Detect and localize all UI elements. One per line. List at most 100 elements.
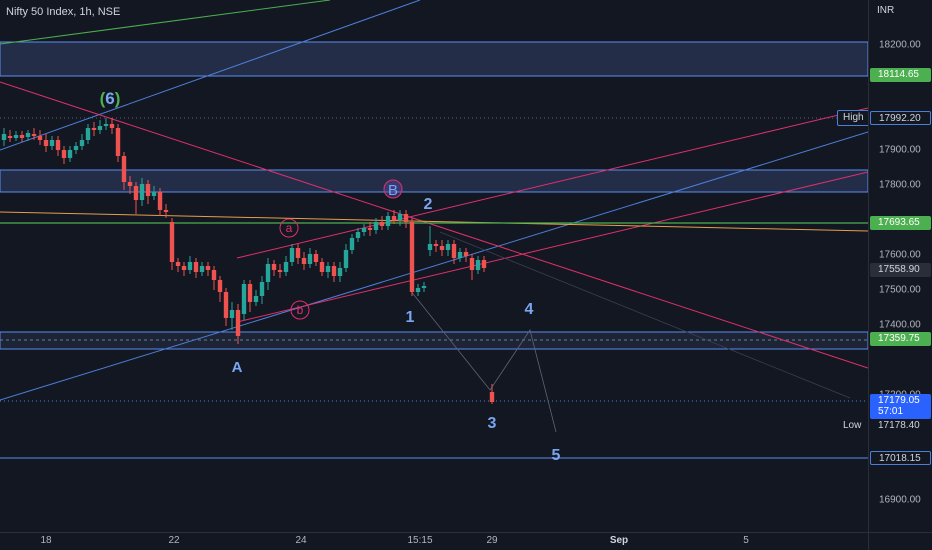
price-tick: 17900.00 [879, 144, 921, 156]
chart-title: Nifty 50 Index, 1h, NSE [6, 6, 121, 18]
candle-body [55, 140, 61, 150]
candle-body [481, 260, 487, 268]
green-line-price-label: 17693.65 [870, 216, 931, 230]
wave-a-small-circle [279, 218, 299, 238]
orange-line [0, 211, 868, 232]
candle-body [121, 156, 127, 182]
candle-body [139, 184, 145, 200]
candle-body [217, 280, 223, 292]
candle-body [151, 192, 157, 196]
candle-body [265, 264, 271, 282]
candle-body [181, 266, 187, 270]
candle-body [355, 232, 361, 238]
wave-label-b: b [297, 303, 304, 317]
candle-body [43, 140, 49, 146]
candle-body [193, 262, 199, 272]
wave-label-a: a [286, 221, 293, 235]
candle-body [175, 262, 181, 266]
candle-body [103, 124, 109, 126]
candle-body [259, 282, 265, 296]
candle-body [253, 296, 259, 302]
candle-body [373, 222, 379, 230]
candle-body [229, 310, 235, 318]
candle-body [325, 266, 331, 272]
price-tick: 17500.00 [879, 284, 921, 296]
time-tick: 22 [168, 535, 180, 546]
candle-body [223, 292, 229, 318]
candle-body [403, 214, 409, 222]
price-tick: 17600.00 [879, 249, 921, 261]
candlestick-series [1, 118, 495, 404]
price-tick: 17800.00 [879, 179, 921, 191]
candle-body [349, 238, 355, 250]
candle-body [31, 134, 37, 136]
candle-body [49, 140, 55, 146]
price-axis[interactable]: INR 18200.00 17900.00 17800.00 17600.00 … [868, 0, 932, 532]
blue-trendline-upper [0, 0, 421, 151]
candle-body [451, 244, 457, 258]
candle-body [163, 210, 169, 212]
candle-body [127, 182, 133, 186]
candle-body [235, 310, 241, 336]
candle-body [343, 250, 349, 268]
candle-body [439, 246, 445, 250]
candle-body [409, 222, 415, 292]
base-price-label: 17018.15 [870, 451, 931, 465]
wave-label-1: 1 [406, 309, 415, 326]
candle-body [247, 284, 253, 302]
candle-body [301, 258, 307, 264]
candle-body [415, 288, 421, 292]
candle-body [385, 216, 391, 226]
candle-body [427, 244, 433, 250]
candle-body [205, 266, 211, 270]
wave-fade-line [439, 231, 851, 399]
candle-body [283, 262, 289, 272]
wave-label-B: B [388, 182, 398, 199]
candle-body [211, 270, 217, 280]
candle-body [295, 248, 301, 258]
candle-body [169, 222, 175, 262]
candle-body [145, 184, 151, 196]
candle-body [469, 258, 475, 270]
candle-body [37, 136, 43, 140]
candle-body [319, 262, 325, 272]
candle-body [199, 266, 205, 272]
candle-body [337, 268, 343, 276]
candle-body [271, 264, 277, 270]
time-tick: 24 [295, 535, 307, 546]
wave-label-2: 2 [424, 196, 433, 213]
wave-label-A: A [232, 359, 243, 376]
price-tick: 18200.00 [879, 39, 921, 51]
countdown-label: 57:01 [870, 405, 931, 419]
candle-body [67, 150, 73, 158]
wave-label-3: 3 [488, 415, 497, 432]
candle-body [91, 128, 97, 130]
candle-body [79, 140, 85, 146]
candle-body [433, 244, 439, 246]
candle-body [307, 254, 313, 264]
candle-body [289, 248, 295, 262]
candle-body [379, 222, 385, 226]
currency-label: INR [877, 5, 895, 16]
wave-label-6: (6) [100, 89, 121, 108]
candle-body [313, 254, 319, 262]
candle-body [489, 392, 495, 402]
green-trendline-top [0, 0, 331, 45]
candle-body [133, 186, 139, 200]
candle-body [361, 228, 367, 232]
axis-corner [868, 532, 932, 550]
low-tag: Low [838, 419, 867, 433]
candle-body [1, 134, 7, 140]
candle-body [73, 146, 79, 150]
candle-body [277, 270, 283, 272]
time-axis[interactable]: 18 22 24 15:15 29 Sep 5 [0, 532, 868, 550]
last-close-price-label: 17558.90 [870, 263, 931, 277]
wave-b-small-circle [290, 300, 310, 320]
candle-body [421, 286, 427, 288]
time-tick: 29 [486, 535, 498, 546]
resistance-zone-lower [0, 169, 868, 193]
price-chart[interactable]: (6) B a b A 1 2 3 4 5 [0, 0, 868, 532]
candle-body [97, 126, 103, 130]
pink-channel-lower [236, 171, 868, 323]
candle-body [61, 150, 67, 158]
